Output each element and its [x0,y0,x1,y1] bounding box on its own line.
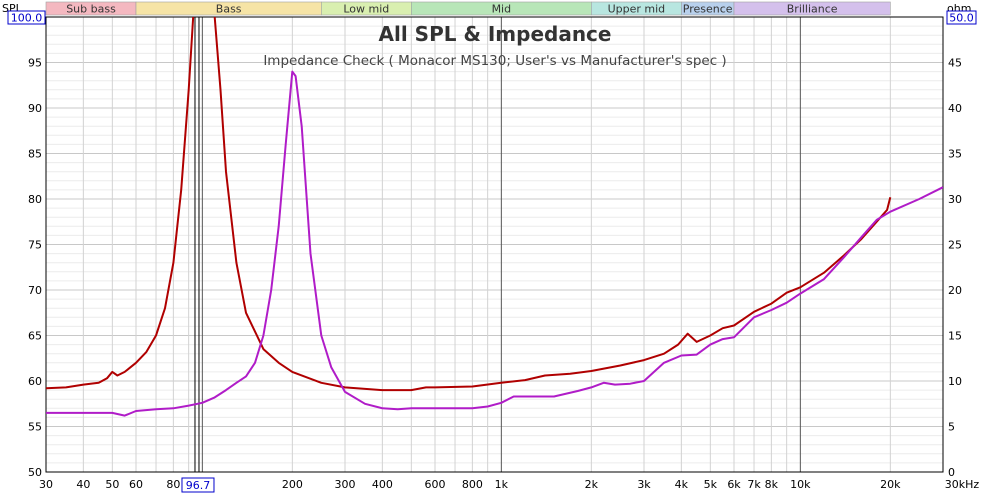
plot-frame [45,16,944,473]
series-line-1 [46,70,943,417]
y-left-tick-label: 70 [28,284,42,297]
y-left-tick-label: 75 [28,239,42,252]
band-label-6: Brilliance [787,3,838,16]
axis-labels: 50 55 60 65 70 75 80 85 90 95 0 5 10 15 20 25 30 35 40 45 30… [28,57,962,493]
x-tick-label: 50 [105,478,119,491]
chart-subtitle: Impedance Check ( Monacor MS130; User's … [263,53,726,69]
y-right-tick-label: 10 [948,375,962,388]
x-tick-label: 40 [76,478,90,491]
x-unit-label: 30kHz [945,478,980,491]
y-right-tick-label: 0 [948,466,955,479]
y-left-tick-label: 90 [28,102,42,115]
y-right-tick-label: 30 [948,193,962,206]
cursor-value: 96.7 [186,479,211,492]
x-tick-label: 60 [129,478,143,491]
y-right-tick-label: 20 [948,284,962,297]
band-label-4: Upper mid [608,3,666,16]
y-left-tick-label: 80 [28,193,42,206]
cursor-marker [194,17,200,472]
y-left-tick-label: 50 [28,466,42,479]
right-top-value: 50.0 [949,12,974,25]
series-line-0 [46,17,892,392]
chart-grid [46,17,943,472]
x-tick-label: 80 [166,478,180,491]
y-right-tick-label: 45 [948,57,962,70]
x-tick-label: 1k [495,478,509,491]
cursor-value-box[interactable] [181,477,215,493]
x-tick-label: 3k [637,478,651,491]
x-tick-label: 7k [747,478,761,491]
x-tick-label: 30 [39,478,53,491]
x-tick-label: 10k [790,478,811,491]
x-tick-label: 5k [704,478,718,491]
band-label-0: Sub bass [66,3,116,16]
x-tick-label: 8k [765,478,779,491]
band-label-3: Mid [492,3,512,16]
x-tick-label: 300 [335,478,356,491]
x-tick-label: 6k [727,478,741,491]
frequency-bands: Sub bass Bass Low mid Mid Upper mid Presence B… [45,1,891,16]
y-right-tick-label: 15 [948,330,962,343]
x-tick-label: 800 [462,478,483,491]
band-label-1: Bass [216,3,242,16]
y-right-tick-label: 5 [948,421,955,434]
x-tick-label: 200 [282,478,303,491]
left-top-box[interactable] [7,10,46,25]
band-label-5: Presence [683,3,733,16]
band-label-2: Low mid [343,3,389,16]
y-left-tick-label: 65 [28,330,42,343]
y-left-tick-label: 60 [28,375,42,388]
y-left-tick-label: 55 [28,421,42,434]
x-tick-label: 2k [585,478,599,491]
chart-title: All SPL & Impedance [379,22,612,46]
band-6[interactable] [733,1,891,16]
y-right-tick-label: 40 [948,102,962,115]
y-right-tick-label: 25 [948,239,962,252]
y-right-tick-label: 35 [948,148,962,161]
x-tick-label: 20k [880,478,901,491]
y-left-tick-label: 95 [28,57,42,70]
x-tick-label: 400 [372,478,393,491]
left-top-value: 100.0 [11,12,43,25]
x-tick-label: 4k [675,478,689,491]
y-left-tick-label: 85 [28,148,42,161]
series-lines [46,17,943,417]
right-top-box[interactable] [946,10,977,25]
x-tick-label: 600 [425,478,446,491]
